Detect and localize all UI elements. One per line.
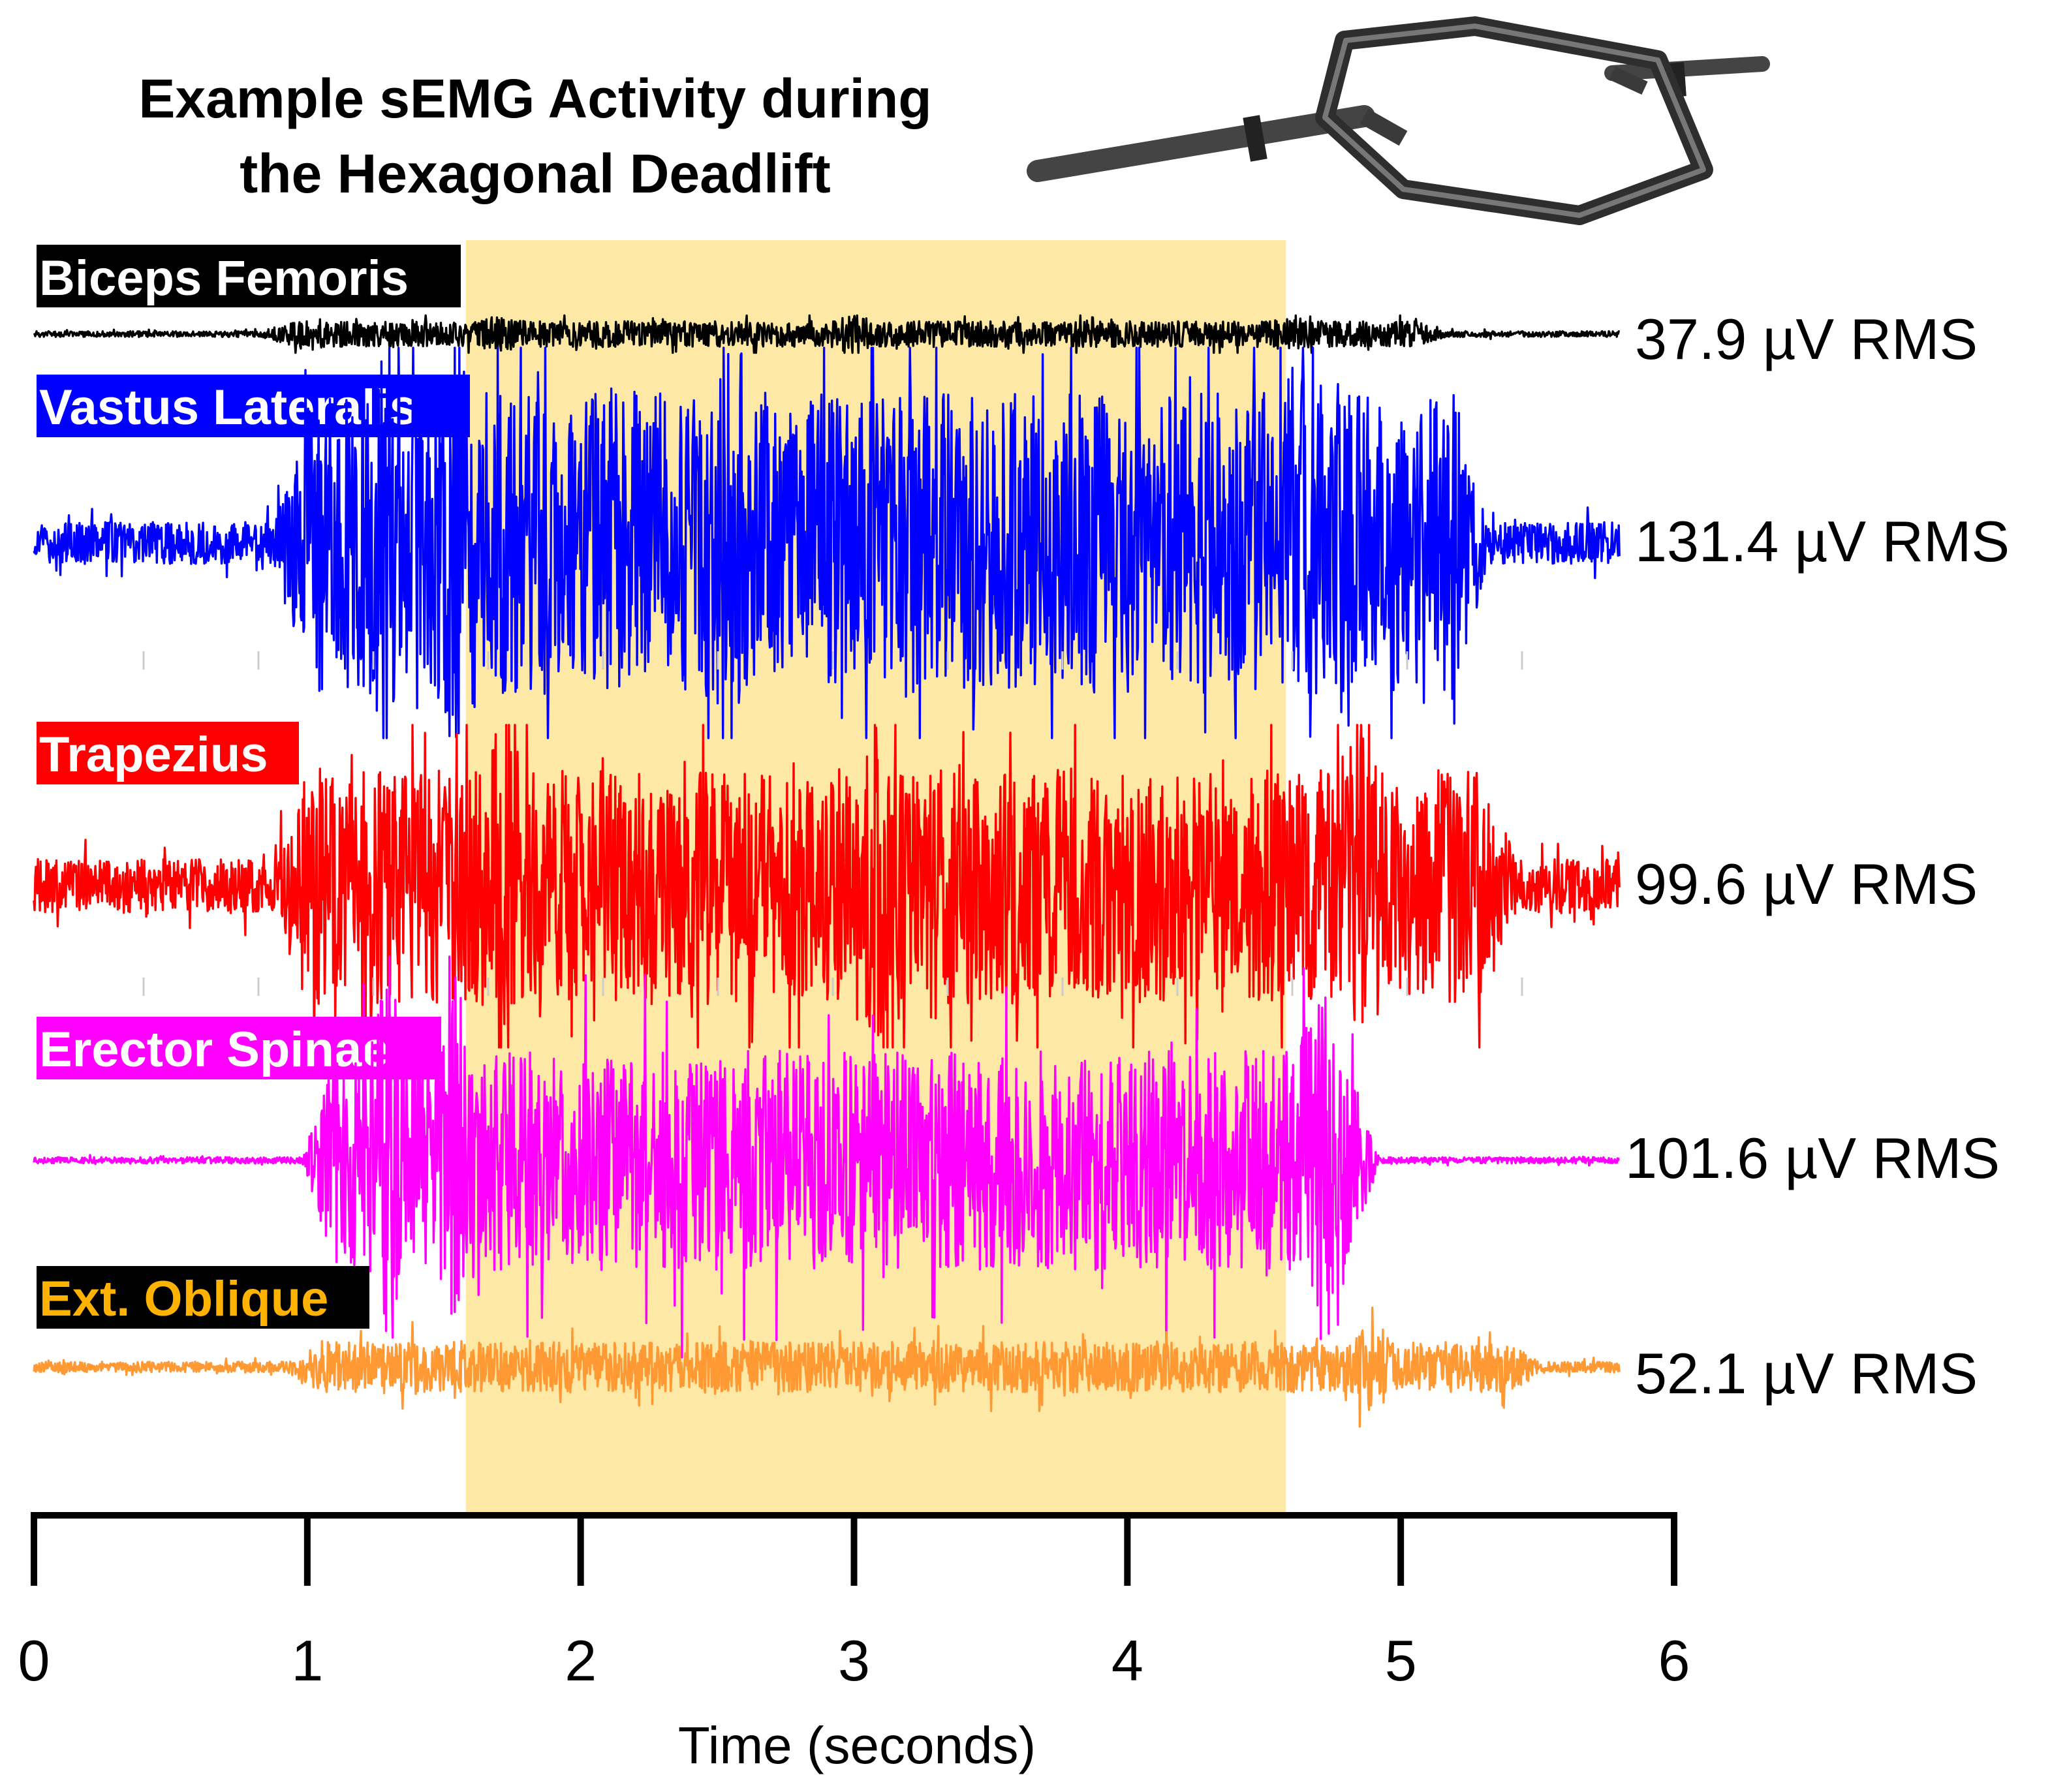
rms-value: 99.6 µV RMS	[1635, 852, 1978, 916]
x-axis: 0 1 2 3 4 5 6 Time (seconds)	[18, 1512, 1690, 1774]
emg-trace	[33, 955, 1620, 1359]
faint-tick-marks	[142, 651, 1523, 996]
channel-label-bg	[37, 1017, 441, 1079]
emg-trace	[33, 347, 1621, 739]
channel-label: Erector Spinae	[39, 1022, 389, 1077]
hex-bar-icon	[1027, 16, 1770, 225]
channel-label: Ext. Oblique	[39, 1271, 328, 1327]
channel-erector-spinae: Erector Spinae 101.6 µV RMS	[33, 955, 2000, 1359]
emg-trace	[33, 314, 1621, 354]
emg-trace	[33, 1306, 1621, 1428]
channel-label-bg	[37, 245, 461, 307]
channel-trapezius: Trapezius 99.6 µV RMS	[33, 722, 1978, 1049]
channel-ext-oblique: Ext. Oblique 52.1 µV RMS	[33, 1266, 1978, 1428]
chart-title-line-2: the Hexagonal Deadlift	[240, 143, 831, 204]
rms-value: 52.1 µV RMS	[1635, 1341, 1978, 1406]
x-tick-label: 3	[838, 1628, 870, 1693]
rms-value: 37.9 µV RMS	[1635, 307, 1978, 371]
x-tick-label: 1	[291, 1628, 323, 1693]
rms-value: 131.4 µV RMS	[1635, 509, 2010, 574]
channel-vastus-lateralis: Vastus Lateralis 131.4 µV RMS	[33, 347, 2010, 739]
chart-title-line-1: Example sEMG Activity during	[138, 68, 931, 129]
channel-label: Trapezius	[39, 727, 268, 782]
x-tick-label: 4	[1111, 1628, 1143, 1693]
channel-label: Biceps Femoris	[39, 251, 409, 306]
x-tick-label: 0	[18, 1628, 50, 1693]
channel-label-bg	[37, 1266, 369, 1329]
x-tick-label: 2	[565, 1628, 597, 1693]
emg-trace	[33, 724, 1621, 1049]
x-tick-label: 5	[1385, 1628, 1417, 1693]
x-tick-label: 6	[1658, 1628, 1690, 1693]
x-axis-title: Time (seconds)	[678, 1716, 1036, 1774]
channel-label: Vastus Lateralis	[39, 380, 417, 435]
channel-biceps-femoris: Biceps Femoris 37.9 µV RMS	[33, 245, 1978, 371]
rms-value: 101.6 µV RMS	[1625, 1126, 2000, 1190]
channel-label-bg	[37, 722, 299, 784]
